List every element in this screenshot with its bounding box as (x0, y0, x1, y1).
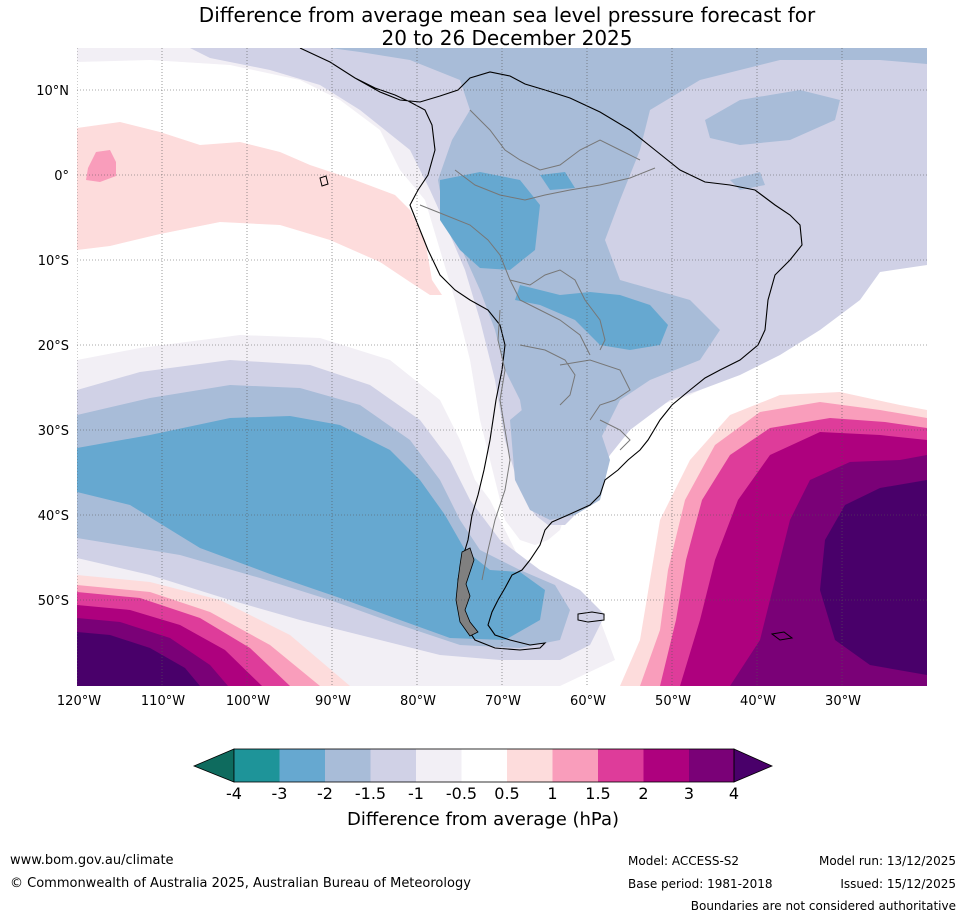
amazon-blue-region (440, 172, 540, 270)
colorbar-swatch (689, 749, 734, 782)
colorbar-tick-label: 2 (638, 784, 648, 803)
latitude-labels: 10°N 0° 10°S 20°S 30°S 40°S 50°S (36, 84, 69, 609)
colorbar-swatch (643, 749, 689, 782)
colorbar-tick-label: -1 (408, 784, 424, 803)
lon-gridlines (77, 48, 843, 686)
longitude-labels: 120°W 110°W 100°W 90°W 80°W 70°W 60°W 50… (57, 694, 861, 709)
lon-label: 50°W (655, 694, 691, 709)
colorbar-ticks: -4 -3 -2 -1.5 -1 -0.5 0.5 1 1.5 2 3 4 (226, 784, 739, 803)
south-blue-region (77, 416, 545, 640)
lon-label: 70°W (485, 694, 521, 709)
colorbar-title: Difference from average (hPa) (347, 809, 619, 830)
north-blue-grey-region (330, 48, 927, 490)
colorbar-tick-label: 3 (684, 784, 694, 803)
lon-label: 100°W (226, 694, 270, 709)
colorbar-swatch (325, 749, 371, 782)
colorbar-swatch (234, 749, 280, 782)
southeast-dark-purple-region (820, 480, 927, 675)
colorbar-swatch (507, 749, 553, 782)
colorbar-tick-label: 1 (547, 784, 557, 803)
galapagos-islands (319, 175, 329, 187)
colorbar-tick-label: -0.5 (446, 784, 477, 803)
model-name: Model: ACCESS-S2 (628, 854, 740, 868)
mid-atlantic-blue-grey (705, 90, 840, 145)
lon-label: 90°W (315, 694, 351, 709)
lon-label: 30°W (825, 694, 861, 709)
central-blue-region (515, 285, 668, 350)
lat-label: 10°N (36, 84, 69, 99)
colorbar-tick-label: -1.5 (355, 784, 386, 803)
map-title-line-1: Difference from average mean sea level p… (198, 3, 816, 27)
lon-label: 60°W (570, 694, 606, 709)
south-america-coastline (299, 48, 803, 651)
patagonia-islands-coastline (455, 547, 479, 637)
colorbar-swatch (598, 749, 644, 782)
lon-label: 120°W (57, 694, 101, 709)
equatorial-pink-spot (86, 150, 116, 182)
brazil-coast-blue-grey (730, 172, 765, 190)
colorbar-tick-label: 0.5 (494, 784, 519, 803)
colorbar: -4 -3 -2 -1.5 -1 -0.5 0.5 1 1.5 2 3 4 Di… (192, 748, 774, 830)
lat-gridlines (77, 89, 927, 601)
equatorial-positive-band (77, 122, 442, 295)
colorbar-tick-label: 1.5 (585, 784, 610, 803)
map-title: Difference from average mean sea level p… (77, 4, 937, 50)
lon-label: 40°W (740, 694, 776, 709)
website-link[interactable]: www.bom.gov.au/climate (10, 853, 174, 868)
lat-label: 50°S (38, 594, 69, 609)
colorbar-swatch (552, 749, 598, 782)
colorbar-tick-label: -4 (226, 784, 242, 803)
colorbar-high-extend (733, 748, 774, 783)
colorbar-tick-label: -3 (272, 784, 288, 803)
colorbar-swatch (461, 749, 507, 782)
colorbar-swatch (279, 749, 325, 782)
southwest-dark-purple-region (77, 632, 200, 686)
map-title-line-2: 20 to 26 December 2025 (381, 26, 633, 50)
colorbar-tick-label: 4 (729, 784, 739, 803)
country-borders (419, 109, 656, 581)
colorbar-low-extend (192, 748, 235, 783)
pressure-anomaly-field (77, 48, 927, 686)
lon-label: 80°W (400, 694, 436, 709)
south-georgia (770, 631, 794, 641)
copyright-notice: © Commonwealth of Australia 2025, Austra… (10, 876, 471, 891)
lat-label: 20°S (38, 339, 69, 354)
colorbar-swatch (416, 749, 462, 782)
amazon-blue-region-2 (540, 172, 575, 190)
issued-date: Issued: 15/12/2025 (840, 877, 956, 891)
model-run-date: Model run: 13/12/2025 (818, 854, 956, 868)
colorbar-frame (233, 748, 735, 783)
base-period: Base period: 1981-2018 (628, 877, 773, 891)
colorbar-swatch (370, 749, 416, 782)
colorbar-tick-label: -2 (317, 784, 333, 803)
lon-label: 110°W (141, 694, 185, 709)
lat-label: 10°S (38, 254, 69, 269)
lat-label: 40°S (38, 509, 69, 524)
falkland-islands (577, 611, 605, 623)
argentina-blue-grey-region (510, 390, 610, 520)
lat-label: 30°S (38, 424, 69, 439)
lat-label: 0° (54, 169, 69, 184)
boundaries-disclaimer: Boundaries are not considered authoritat… (690, 899, 956, 913)
